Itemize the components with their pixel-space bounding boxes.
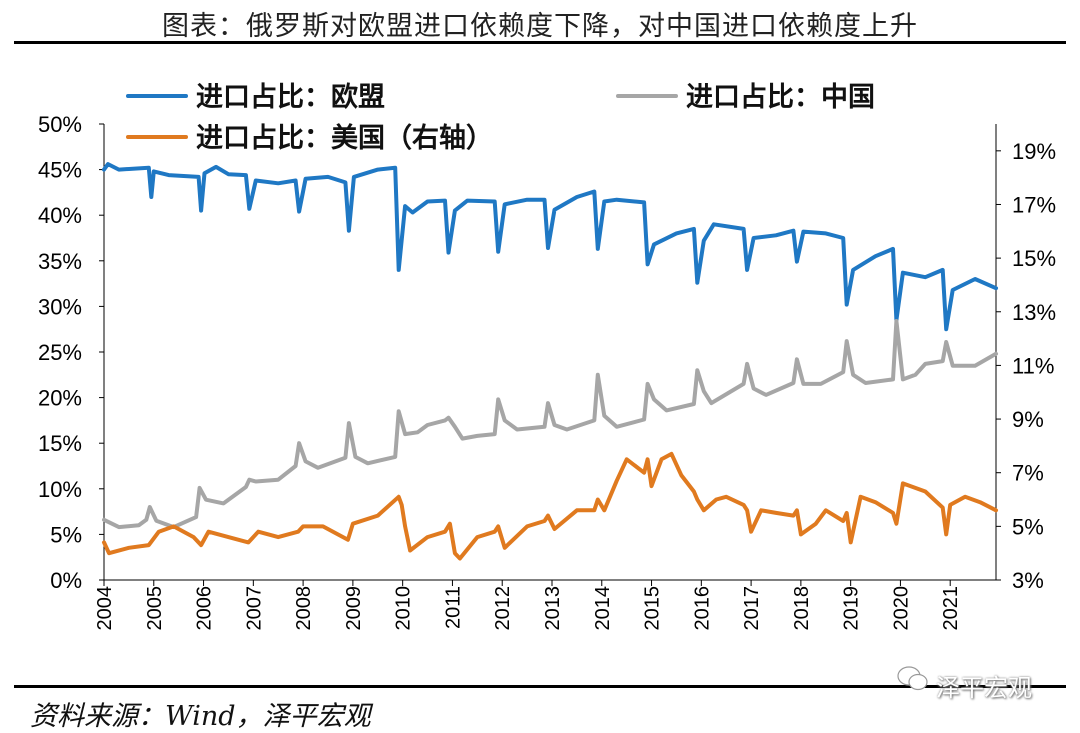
chart-series	[102, 162, 998, 561]
right-tick-label: 3%	[1012, 568, 1044, 593]
left-tick-label: 15%	[38, 431, 82, 456]
x-tick-label: 2009	[343, 586, 365, 631]
x-tick-label: 2020	[890, 586, 912, 631]
right-tick-label: 5%	[1012, 514, 1044, 539]
right-tick-label: 9%	[1012, 407, 1044, 432]
x-tick-label: 2011	[442, 586, 464, 629]
right-tick-label: 7%	[1012, 461, 1044, 486]
series-line-china	[102, 319, 998, 530]
legend-label-us: 进口占比：美国（右轴）	[196, 122, 493, 154]
left-tick-label: 10%	[38, 477, 82, 502]
page-title: 图表：俄罗斯对欧盟进口依赖度下降，对中国进口依赖度上升	[162, 11, 918, 42]
legend-label-china: 进口占比：中国	[686, 82, 875, 113]
left-tick-label: 5%	[50, 522, 82, 547]
right-tick-label: 13%	[1012, 300, 1056, 325]
watermark: 泽平宏观	[936, 674, 1032, 702]
left-tick-label: 20%	[38, 386, 82, 411]
source-note: 资料来源：Wind，泽平宏观	[30, 701, 371, 732]
legend-label-eu: 进口占比：欧盟	[196, 82, 385, 113]
x-tick-label: 2018	[791, 586, 813, 631]
x-tick-label: 2007	[243, 586, 265, 631]
right-tick-label: 15%	[1012, 246, 1056, 271]
x-tick-label: 2017	[741, 586, 763, 631]
chart: 0% 5% 10% 15% 20% 25% 30% 35% 40% 45% 50% 3% 5% 7% 9% 1…	[38, 82, 1056, 631]
top-rule	[14, 41, 1066, 44]
left-tick-label: 25%	[38, 340, 82, 365]
series-line-us	[102, 451, 998, 561]
right-tick-label: 11%	[1012, 353, 1054, 378]
x-tick-label: 2014	[592, 586, 614, 631]
right-tick-label: 19%	[1012, 139, 1056, 164]
chart-axes: 0% 5% 10% 15% 20% 25% 30% 35% 40% 45% 50% 3% 5% 7% 9% 1…	[38, 112, 1056, 631]
left-tick-label: 45%	[38, 158, 82, 183]
x-tick-label: 2010	[393, 586, 415, 631]
series-line-eu	[102, 162, 998, 332]
x-tick-label: 2012	[492, 586, 514, 631]
left-tick-label: 35%	[38, 249, 82, 274]
left-tick-label: 50%	[38, 112, 82, 137]
x-tick-label: 2013	[542, 586, 564, 631]
x-tick-label: 2004	[94, 586, 116, 631]
left-tick-label: 40%	[38, 203, 82, 228]
left-tick-label: 30%	[38, 294, 82, 319]
x-tick-label: 2008	[293, 586, 315, 631]
x-tick-label: 2006	[194, 586, 216, 631]
x-tick-label: 2019	[841, 586, 863, 631]
right-tick-label: 17%	[1012, 192, 1056, 217]
x-tick-label: 2015	[642, 586, 664, 631]
wechat-icon	[897, 666, 928, 691]
x-tick-label: 2005	[144, 586, 166, 631]
bottom-rule	[14, 685, 1066, 688]
left-tick-label: 0%	[50, 568, 82, 593]
x-tick-label: 2016	[691, 586, 713, 631]
x-tick-label: 2021	[940, 586, 962, 631]
